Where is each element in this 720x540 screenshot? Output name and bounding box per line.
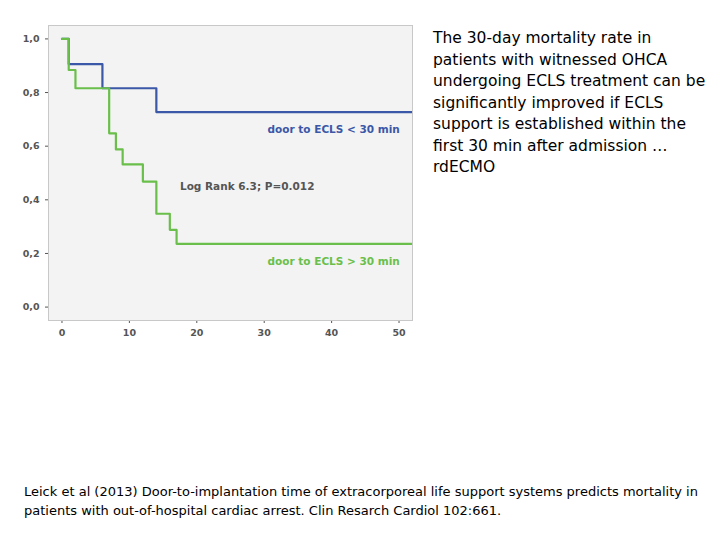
svg-text:50: 50	[392, 327, 406, 338]
svg-text:20: 20	[190, 327, 204, 338]
html-text:The 30-day mortality rate in p: The 30-day mortality rate in patients wi…	[433, 29, 706, 176]
svg-text:30: 30	[258, 327, 272, 338]
svg-text:0,8: 0,8	[23, 87, 40, 98]
svg-text:10: 10	[123, 327, 137, 338]
svg-text:Log Rank 6.3; P=0.012: Log Rank 6.3; P=0.012	[180, 180, 315, 192]
svg-text:door to ECLS < 30 min: door to ECLS < 30 min	[268, 123, 400, 135]
html-text:Leick et al (2013) Door-to-imp: Leick et al (2013) Door-to-implantation …	[24, 484, 698, 518]
svg-text:0,4: 0,4	[23, 194, 40, 205]
svg-text:0,2: 0,2	[23, 247, 40, 258]
svg-text:0: 0	[59, 327, 66, 338]
svg-text:40: 40	[325, 327, 339, 338]
svg-text:door to ECLS > 30 min: door to ECLS > 30 min	[268, 255, 400, 267]
svg-text:1,0: 1,0	[23, 33, 40, 44]
svg-text:0,6: 0,6	[23, 140, 40, 151]
svg-text:0,0: 0,0	[23, 301, 40, 312]
